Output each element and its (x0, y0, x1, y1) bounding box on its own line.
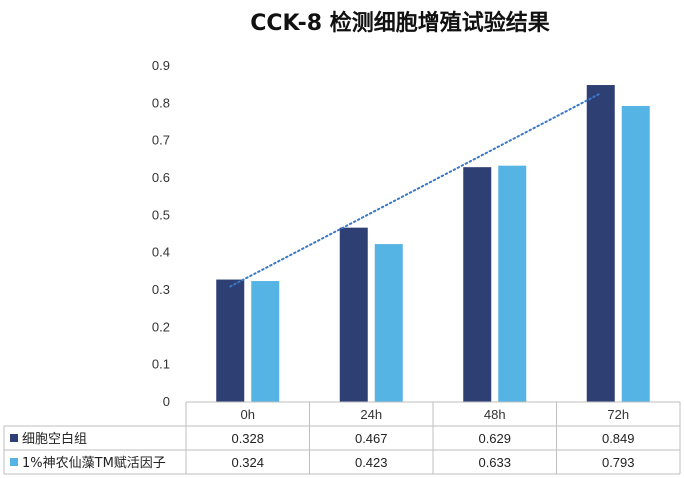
x-tick-label: 0h (241, 407, 255, 422)
bar-series-1 (463, 167, 492, 402)
bar-series-2 (374, 244, 403, 402)
y-tick-label: 0.4 (152, 245, 170, 260)
y-tick-label: 0.9 (152, 58, 170, 73)
x-tick-label: 24h (360, 407, 382, 422)
data-label: 0.328 (231, 431, 264, 446)
y-tick-label: 0.1 (152, 357, 170, 372)
bar-series-2 (498, 165, 527, 402)
data-label: 0.423 (355, 455, 388, 470)
data-label: 0.849 (602, 431, 635, 446)
y-tick-label: 0 (163, 394, 170, 409)
y-axis: 0 0.1 0.2 0.3 0.4 0.5 0.6 0.7 0.8 0.9 (152, 58, 170, 409)
legend-swatch (10, 458, 18, 466)
y-tick-label: 0.3 (152, 282, 170, 297)
data-table: 0h 24h 48h 72h 细胞空白组 0.328 0.467 0.629 0.849 1%神农… (3, 401, 681, 475)
legend-label: 1%神农仙藻TM赋活因子 (22, 456, 166, 471)
bars (216, 85, 650, 403)
y-tick-label: 0.5 (152, 207, 170, 222)
data-label: 0.633 (478, 455, 511, 470)
bar-series-2 (621, 105, 650, 403)
data-label: 0.793 (602, 455, 635, 470)
y-tick-label: 0.6 (152, 170, 170, 185)
x-tick-label: 72h (607, 407, 629, 422)
bar-series-1 (216, 279, 245, 402)
data-label: 0.324 (231, 455, 264, 470)
data-label: 0.629 (478, 431, 511, 446)
legend-swatch (10, 434, 18, 442)
x-tick-label: 48h (484, 407, 506, 422)
chart-title: CCK-8 检测细胞增殖试验结果 (250, 10, 550, 36)
trendline-line (229, 92, 602, 288)
bar-series-2 (251, 281, 280, 402)
y-tick-label: 0.8 (152, 95, 170, 110)
legend-label: 细胞空白组 (22, 431, 87, 447)
bar-series-1 (586, 85, 615, 402)
data-label: 0.467 (355, 431, 388, 446)
bar-series-1 (339, 227, 368, 402)
y-tick-label: 0.7 (152, 133, 170, 148)
trendline (229, 92, 602, 288)
y-tick-label: 0.2 (152, 319, 170, 334)
